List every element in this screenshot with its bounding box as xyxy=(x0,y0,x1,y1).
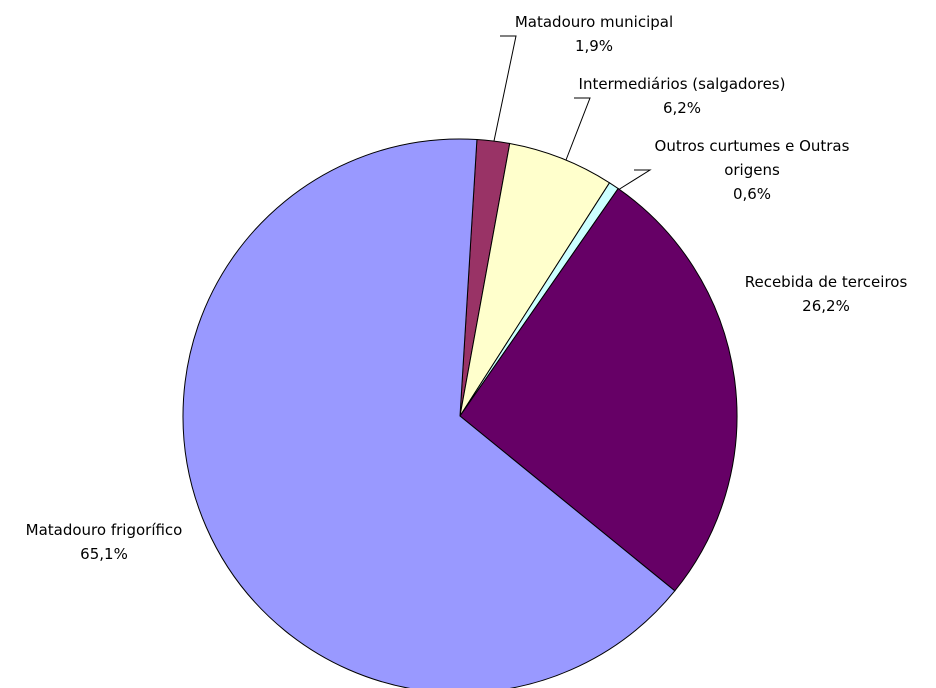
slice-label: Matadouro municipal 1,9% xyxy=(474,10,714,58)
slice-name: Matadouro municipal xyxy=(514,13,674,31)
slice-name: Outros curtumes e Outras origens xyxy=(654,137,850,179)
slice-value: 65,1% xyxy=(80,545,128,563)
slice-name: Intermediários (salgadores) xyxy=(578,75,786,93)
leader-line xyxy=(565,97,591,161)
leader-line xyxy=(617,169,652,191)
pie-slice xyxy=(459,187,738,592)
leader-line xyxy=(493,35,517,142)
slice-name: Matadouro frigorífico xyxy=(25,521,183,539)
slice-label: Recebida de terceiros 26,2% xyxy=(716,270,936,318)
slice-label: Outros curtumes e Outras origens 0,6% xyxy=(652,134,852,206)
pie-slice xyxy=(182,138,676,688)
slice-value: 0,6% xyxy=(732,185,772,203)
slice-value: 1,9% xyxy=(574,37,614,55)
slice-value: 26,2% xyxy=(802,297,850,315)
slice-label: Intermediários (salgadores) 6,2% xyxy=(552,72,812,120)
slice-name: Recebida de terceiros xyxy=(744,273,908,291)
slice-value: 6,2% xyxy=(662,99,702,117)
slice-label: Matadouro frigorífico 65,1% xyxy=(4,518,204,566)
